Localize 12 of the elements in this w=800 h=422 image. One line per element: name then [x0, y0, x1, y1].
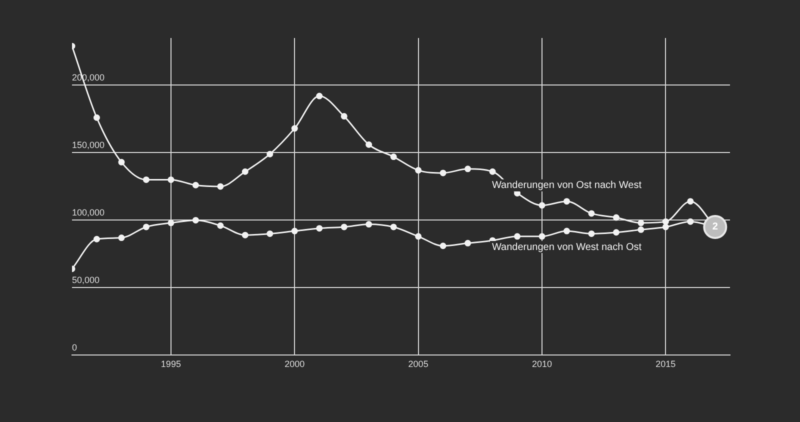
y-tick-label: 0 — [72, 342, 78, 353]
y-tick-label: 50,000 — [72, 275, 100, 286]
y-tick-label: 100,000 — [72, 208, 105, 218]
annotation: 2 — [712, 222, 718, 233]
x-tick-label: 2015 — [656, 359, 676, 370]
x-tick-label: 2005 — [408, 359, 428, 370]
series-label: Wanderungen von Ost nach West — [492, 180, 642, 192]
x-tick-label: 2010 — [532, 359, 552, 370]
y-tick-label: 150,000 — [72, 140, 105, 150]
x-tick-label: 2000 — [284, 359, 305, 370]
series-label: Wanderungen von West nach Ost — [492, 242, 642, 253]
x-tick-label: 1995 — [160, 359, 181, 370]
